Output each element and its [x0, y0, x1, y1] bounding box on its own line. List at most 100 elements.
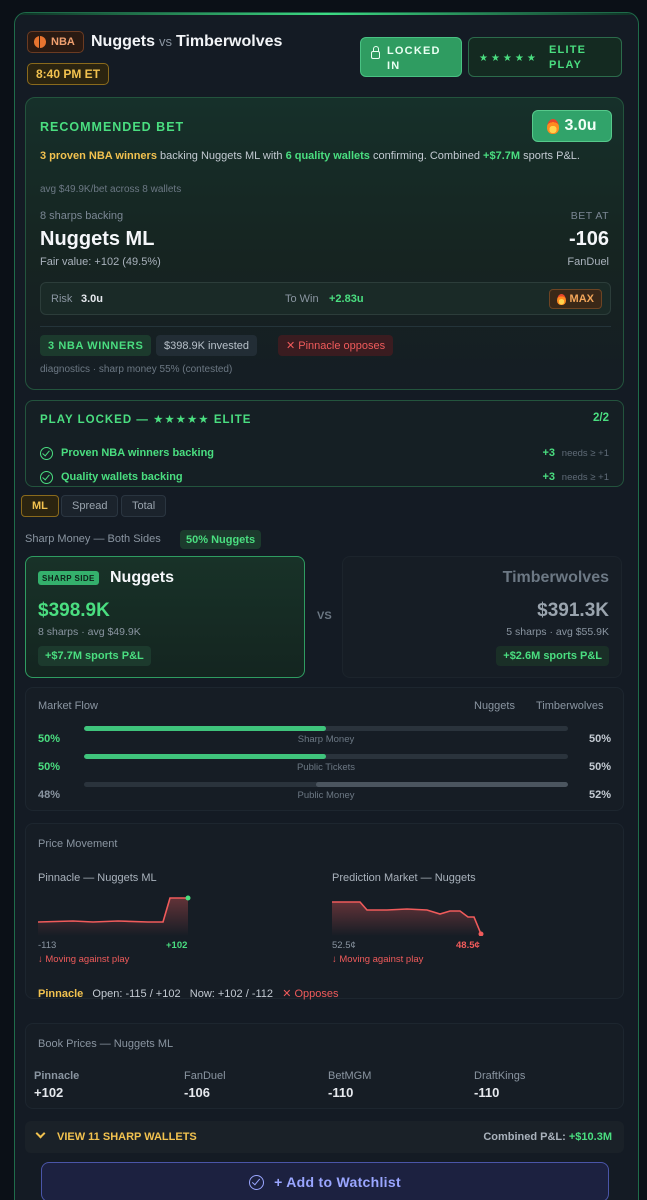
prediction-line [332, 901, 482, 935]
criteria-count: 2/2 [593, 412, 609, 424]
price-summary: Pinnacle Open: -115 / +102 Now: +102 / -… [38, 987, 339, 1000]
market-flow-col-a: Nuggets [474, 700, 515, 712]
flow-label: Sharp Money [297, 734, 355, 745]
summary-now: Now: +102 / -112 [189, 988, 274, 1000]
flow-track [84, 754, 568, 759]
flow-label: Public Tickets [296, 762, 356, 773]
book-name: BetMGM [328, 1070, 372, 1082]
market-flow-panel: Market Flow Nuggets Timberwolves 50% Shar… [25, 687, 624, 811]
sportsbook-name: FanDuel [567, 256, 609, 268]
vs-divider: VS [317, 610, 332, 622]
view-sharp-wallets-toggle[interactable]: VIEW 11 SHARP WALLETS Combined P&L: +$10… [25, 1121, 624, 1153]
pick-name: Nuggets ML [40, 228, 155, 250]
league-label: NBA [51, 36, 75, 48]
combined-pl: Combined P&L: +$10.3M [483, 1131, 612, 1143]
units-value: 3.0u [564, 117, 597, 134]
summary-pl: +$7.7M [483, 150, 521, 162]
pinnacle-end-point [185, 895, 191, 901]
fire-icon [556, 293, 566, 305]
tab-total[interactable]: Total [121, 495, 167, 517]
flow-fill [316, 782, 568, 787]
summary-book: Pinnacle [38, 988, 84, 1000]
sharp-side-tag: SHARP SIDE [38, 571, 99, 585]
side-team-name: Timberwolves [502, 569, 609, 586]
prediction-area [332, 902, 481, 936]
invested-chip: $398.9K invested [156, 335, 258, 356]
criteria-row: Quality wallets backing +3 needs ≥ +1 [26, 471, 623, 487]
flow-left-pct: 48% [38, 789, 61, 801]
sharp-side-card[interactable]: SHARP SIDE Nuggets $398.9K 8 sharps · av… [25, 556, 305, 678]
criteria-value: +3 [542, 471, 555, 483]
pinnacle-line [38, 897, 188, 923]
book-name: DraftKings [474, 1070, 526, 1082]
book-price-pinnacle: Pinnacle +102 [34, 1070, 79, 1100]
league-badge: NBA [27, 31, 84, 53]
side-amount: $398.9K [38, 600, 110, 621]
fair-value: Fair value: +102 (49.5%) [40, 256, 161, 268]
side-sharps: 5 sharps · avg $55.9K [506, 626, 609, 638]
criteria-value: +3 [542, 447, 555, 459]
sharps-backing: 8 sharps backing [40, 210, 124, 222]
play-locked-suffix: ELITE [209, 414, 252, 426]
pinnacle-sparkline [38, 895, 191, 936]
prediction-start: 52.5¢ [332, 940, 356, 951]
flow-track [84, 782, 568, 787]
summary-text-b: confirming. Combined [369, 150, 484, 162]
criteria-label: Proven NBA winners backing [61, 447, 215, 459]
prediction-sparkline [332, 901, 484, 936]
pinnacle-area [38, 898, 188, 936]
tab-spread[interactable]: Spread [61, 495, 119, 517]
prediction-end: 48.5¢ [456, 940, 480, 951]
criteria-threshold: needs ≥ +1 [561, 448, 609, 459]
summary-winners: 3 proven NBA winners [40, 150, 157, 162]
criteria-threshold: needs ≥ +1 [561, 472, 609, 483]
flow-fill [84, 726, 326, 731]
team-b-name: Timberwolves [176, 33, 283, 50]
avg-bet-line: avg $49.9K/bet across 8 wallets [40, 184, 182, 195]
book-value: -110 [474, 1085, 500, 1100]
summary-wallets: 6 quality wallets [285, 150, 370, 162]
prediction-end-point [478, 931, 484, 936]
summary-text-a: backing Nuggets ML with [156, 150, 286, 162]
bet-at-label: BET AT [570, 210, 609, 222]
book-value: -110 [328, 1085, 354, 1100]
locked-in-button[interactable]: LOCKED IN [360, 37, 462, 77]
winners-chip: 3 NBA WINNERS [40, 335, 152, 356]
basketball-icon [34, 36, 46, 48]
star-rating: ★★★★★ [153, 414, 210, 426]
flow-right-pct: 50% [588, 761, 611, 773]
book-price-betmgm: BetMGM -110 [328, 1070, 371, 1100]
pinnacle-opposes-chip: ✕ Pinnacle opposes [278, 335, 394, 356]
sharp-money-pct-badge: 50% Nuggets [180, 530, 262, 549]
fire-icon [547, 118, 560, 134]
tab-ml[interactable]: ML [21, 495, 59, 517]
book-value: +102 [34, 1085, 64, 1100]
summary-open: Open: -115 / +102 [92, 988, 181, 1000]
pinnacle-chart-title: Pinnacle — Nuggets ML [38, 872, 157, 884]
price-movement-title: Price Movement [38, 838, 118, 850]
locked-in-label: LOCKED IN [387, 45, 441, 72]
flow-fill [84, 754, 326, 759]
market-flow-row: 48% Public Money 52% [26, 782, 623, 806]
market-flow-row: 50% Public Tickets 50% [26, 754, 623, 778]
prediction-warning: ↓ Moving against play [332, 954, 424, 965]
max-badge: MAX [548, 289, 602, 309]
star-rating: ★★★★★ [479, 53, 539, 64]
chevron-down-icon [35, 1128, 46, 1139]
play-locked-title: PLAY LOCKED — ★★★★★ ELITE [40, 412, 251, 426]
game-time-badge: 8:40 PM ET [27, 63, 110, 85]
book-prices-title: Book Prices — Nuggets ML [38, 1038, 174, 1050]
divider [40, 326, 611, 327]
flow-left-pct: 50% [38, 733, 61, 745]
summary-opposes: ✕ Opposes [282, 988, 339, 1000]
pick-odds: -106 [568, 228, 609, 250]
market-flow-title: Market Flow [38, 700, 98, 712]
risk-bar: Risk 3.0u To Win +2.83u MAX [40, 282, 611, 315]
other-side-card[interactable]: Timberwolves $391.3K 5 sharps · avg $55.… [342, 556, 622, 678]
risk-label: Risk [51, 293, 73, 305]
pinnacle-start: -113 [38, 940, 57, 951]
prediction-chart-title: Prediction Market — Nuggets [332, 872, 476, 884]
market-flow-row: 50% Sharp Money 50% [26, 726, 623, 750]
add-to-watchlist-button[interactable]: + Add to Watchlist [41, 1162, 609, 1200]
book-name: FanDuel [184, 1070, 226, 1082]
